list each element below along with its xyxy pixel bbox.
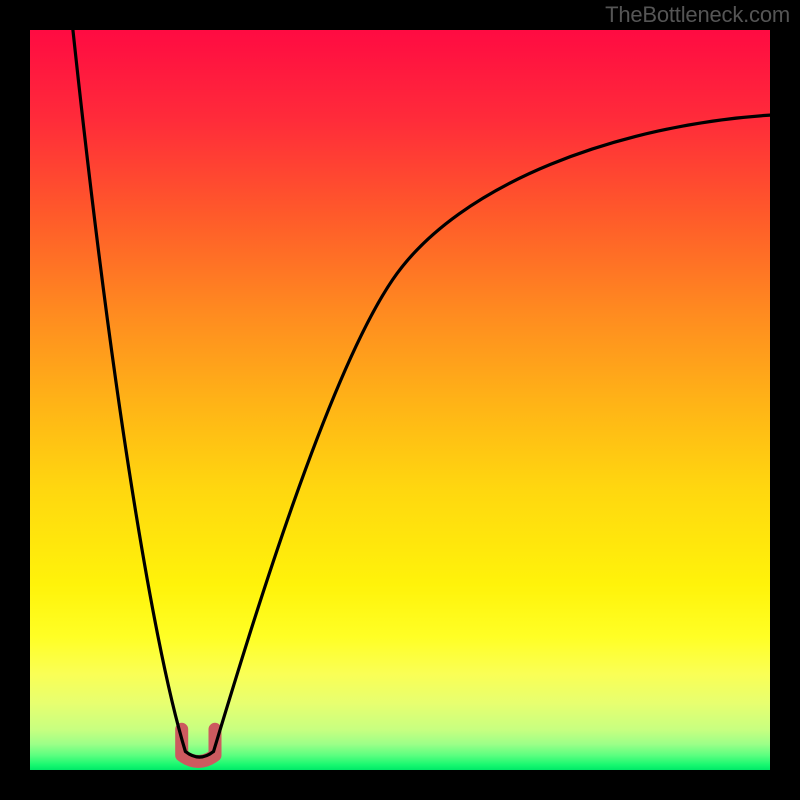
watermark-text: TheBottleneck.com [605,2,790,28]
chart-container: TheBottleneck.com [0,0,800,800]
bottleneck-plot [0,0,800,800]
